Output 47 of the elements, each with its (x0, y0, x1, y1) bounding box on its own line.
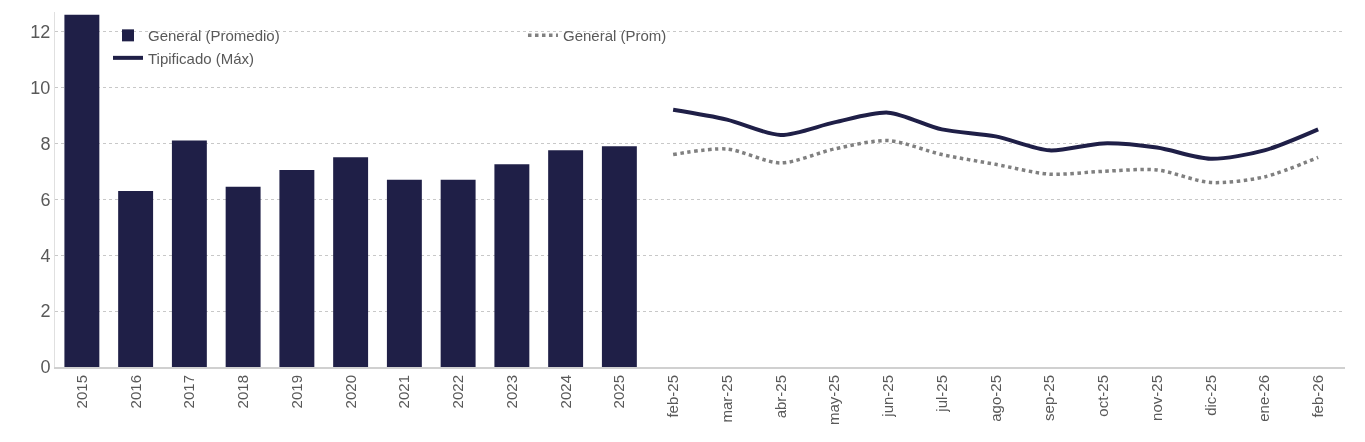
y-tick-label: 0 (40, 357, 51, 378)
x-tick-label: 2018 (234, 375, 252, 409)
bar (279, 169, 315, 367)
x-tick-label: 2019 (287, 375, 305, 409)
y-tick-label: 2 (40, 301, 51, 322)
legend-label: General (Prom) (562, 27, 667, 45)
line-series (671, 107, 1321, 161)
x-tick-label: may-25 (825, 375, 843, 426)
bar (386, 179, 422, 367)
x-tick-label: 2025 (610, 375, 628, 409)
y-tick-label: 6 (40, 189, 51, 210)
x-tick-label: ene-26 (1255, 375, 1273, 422)
x-tick-label: sep-25 (1040, 375, 1058, 421)
x-tick-label: nov-25 (1147, 375, 1165, 421)
x-tick-label: oct-25 (1094, 375, 1112, 417)
x-tick-label: 2024 (556, 375, 574, 409)
x-tick-label: mar-25 (717, 375, 735, 423)
x-tick-label: 2017 (180, 375, 198, 409)
x-tick-label: 2020 (341, 375, 359, 409)
x-tick-label: feb-26 (1309, 375, 1327, 418)
bar (64, 14, 100, 367)
line-series (671, 138, 1320, 185)
y-tick-label: 12 (30, 21, 51, 42)
x-tick-label: 2021 (395, 375, 413, 409)
bar (118, 190, 154, 367)
y-tick-label: 8 (40, 133, 51, 154)
x-tick-label: feb-25 (664, 375, 682, 418)
bar (548, 150, 584, 367)
bar (494, 164, 530, 367)
legend-label: General (Promedio) (147, 27, 280, 45)
legend-label: Tipificado (Máx) (147, 49, 255, 67)
bar (225, 186, 261, 367)
x-tick-label: ago-25 (986, 375, 1004, 422)
x-tick-label: 2022 (449, 375, 467, 409)
x-tick-label: dic-25 (1201, 375, 1219, 416)
x-tick-label: 2015 (72, 375, 90, 409)
x-tick-label: 2023 (502, 375, 520, 409)
bar (333, 157, 369, 367)
bar (440, 179, 476, 367)
bar (171, 140, 207, 367)
x-tick-label: abr-25 (771, 375, 789, 419)
x-tick-label: jul-25 (932, 375, 950, 413)
y-tick-label: 10 (30, 77, 51, 98)
x-tick-label: jun-25 (879, 375, 897, 418)
x-tick-label: 2016 (126, 375, 144, 409)
bar (601, 146, 637, 367)
y-tick-label: 4 (40, 245, 51, 266)
